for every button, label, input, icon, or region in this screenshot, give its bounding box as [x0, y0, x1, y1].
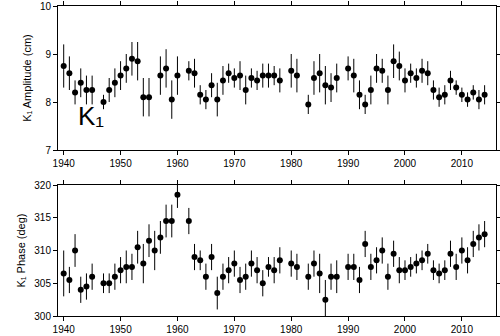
svg-text:K₁: K₁	[78, 101, 104, 131]
svg-text:1990: 1990	[337, 324, 360, 335]
svg-text:K₁ Amplitude (cm): K₁ Amplitude (cm)	[21, 34, 33, 121]
svg-text:1950: 1950	[109, 324, 132, 335]
svg-text:9: 9	[45, 49, 51, 60]
svg-text:2000: 2000	[394, 158, 417, 169]
svg-text:8: 8	[45, 97, 51, 108]
svg-text:1940: 1940	[53, 158, 76, 169]
svg-text:1940: 1940	[53, 324, 76, 335]
svg-text:7: 7	[45, 145, 51, 156]
svg-text:1960: 1960	[166, 324, 189, 335]
svg-text:2010: 2010	[451, 324, 474, 335]
svg-text:1970: 1970	[223, 158, 246, 169]
svg-text:1960: 1960	[166, 158, 189, 169]
svg-text:315: 315	[34, 212, 51, 223]
svg-text:2000: 2000	[394, 324, 417, 335]
svg-text:300: 300	[34, 311, 51, 322]
svg-text:1990: 1990	[337, 158, 360, 169]
svg-text:10: 10	[40, 1, 52, 12]
svg-text:2010: 2010	[451, 158, 474, 169]
svg-text:1950: 1950	[109, 158, 132, 169]
svg-text:320: 320	[34, 180, 51, 191]
svg-text:1980: 1980	[280, 158, 303, 169]
svg-text:305: 305	[34, 278, 51, 289]
svg-text:310: 310	[34, 245, 51, 256]
svg-text:1970: 1970	[223, 324, 246, 335]
svg-text:K₁ Phase (deg): K₁ Phase (deg)	[15, 213, 27, 287]
svg-text:1980: 1980	[280, 324, 303, 335]
